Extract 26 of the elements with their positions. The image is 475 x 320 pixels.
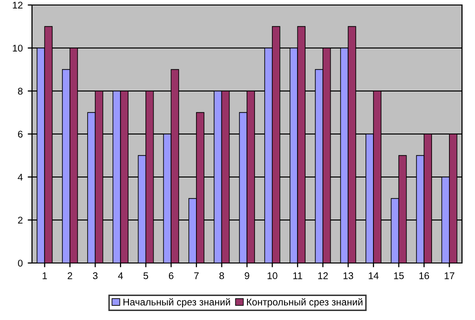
x-tick-label: 12 bbox=[318, 272, 328, 280]
y-tick-label: 2 bbox=[18, 216, 22, 224]
x-tick-label: 3 bbox=[92, 272, 98, 280]
x-tick-label: 17 bbox=[444, 272, 454, 280]
x-tick-label: 7 bbox=[194, 272, 199, 280]
x-tick-label: 11 bbox=[293, 272, 302, 280]
y-tick-label: 10 bbox=[12, 44, 23, 52]
y-tick-label: 6 bbox=[18, 130, 23, 138]
y-tick-label: 0 bbox=[18, 260, 23, 267]
x-tick-label: 4 bbox=[118, 272, 123, 280]
x-tick-label: 2 bbox=[68, 272, 72, 280]
x-tick-label: 13 bbox=[344, 272, 354, 280]
x-tick-label: 16 bbox=[419, 272, 430, 280]
legend-label: Начальный срез знаний bbox=[123, 298, 230, 308]
y-tick-label: 12 bbox=[12, 2, 22, 9]
y-tick-label: 8 bbox=[18, 88, 23, 95]
x-tick-label: 14 bbox=[368, 272, 379, 280]
x-tick-label: 9 bbox=[244, 272, 250, 280]
x-tick-label: 1 bbox=[42, 272, 47, 280]
x-tick-label: 5 bbox=[144, 272, 148, 280]
x-tick-label: 15 bbox=[394, 272, 404, 280]
legend-label: Контрольный срез знаний bbox=[247, 298, 362, 308]
x-tick-label: 8 bbox=[219, 272, 224, 280]
y-tick-label: 4 bbox=[18, 174, 23, 181]
x-tick-label: 10 bbox=[268, 272, 278, 280]
x-tick-label: 6 bbox=[168, 272, 174, 280]
